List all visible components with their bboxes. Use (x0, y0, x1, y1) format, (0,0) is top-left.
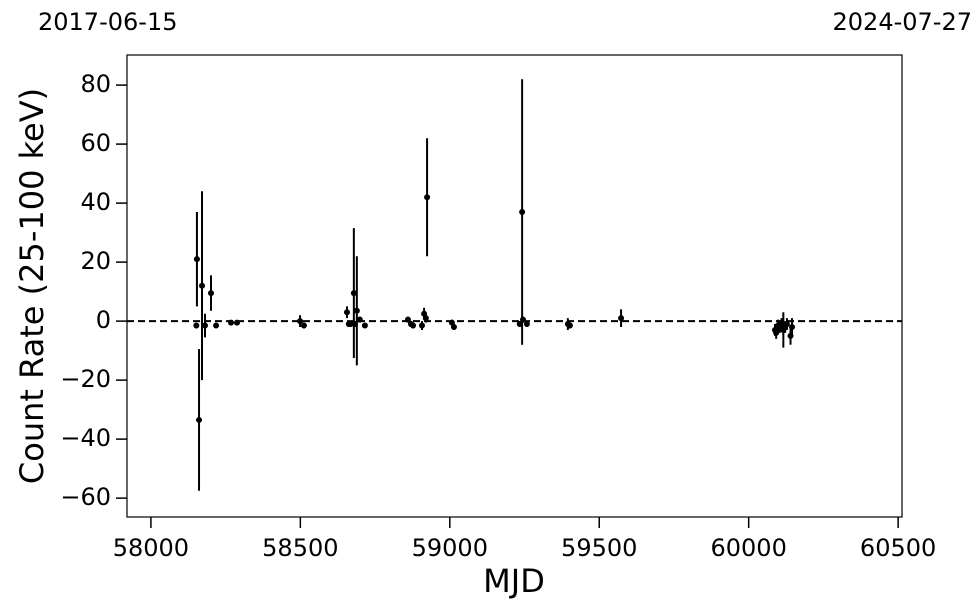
data-point (523, 321, 530, 328)
y-tick-label: 0 (96, 306, 111, 334)
date-end: 2024-07-27 (833, 8, 972, 36)
y-tick-label: −20 (60, 365, 111, 393)
data-point (519, 208, 526, 215)
data-point (356, 316, 363, 323)
plot-frame (126, 54, 903, 518)
data-point (450, 324, 457, 331)
data-point (196, 416, 203, 423)
x-tick-label: 60500 (860, 534, 936, 562)
data-point (618, 315, 625, 322)
data-point (347, 321, 354, 328)
x-tick-label: 59500 (561, 534, 637, 562)
data-point (228, 319, 235, 326)
data-point (520, 316, 527, 323)
y-tick-label: 40 (80, 188, 111, 216)
data-point (422, 315, 429, 322)
data-point (361, 322, 368, 329)
y-axis-label: Count Rate (25-100 keV) (13, 88, 51, 484)
data-point (202, 322, 209, 329)
y-tick-label: 20 (80, 247, 111, 275)
data-point (418, 322, 425, 329)
data-point (199, 282, 206, 289)
y-tick-label: 80 (80, 70, 111, 98)
data-point (783, 321, 790, 328)
y-tick-label: 60 (80, 129, 111, 157)
data-point (410, 322, 417, 329)
x-tick-label: 58500 (262, 534, 338, 562)
data-point (404, 316, 411, 323)
date-start: 2017-06-15 (38, 8, 177, 36)
data-point (353, 307, 360, 314)
data-point (789, 324, 796, 331)
data-point (343, 309, 350, 316)
data-point (193, 256, 200, 263)
data-point (424, 194, 431, 201)
x-axis-label: MJD (483, 562, 545, 600)
data-point (233, 319, 240, 326)
x-tick-label: 60000 (710, 534, 786, 562)
data-point (193, 322, 200, 329)
data-point (300, 322, 307, 329)
data-point (207, 290, 214, 297)
x-tick-label: 59000 (412, 534, 488, 562)
data-point (350, 290, 357, 297)
data-point (213, 322, 220, 329)
x-tick-label: 58000 (113, 534, 189, 562)
y-tick-label: −40 (60, 424, 111, 452)
data-point (352, 321, 359, 328)
data-point (297, 318, 304, 325)
data-point (566, 322, 573, 329)
y-tick-label: −60 (60, 483, 111, 511)
